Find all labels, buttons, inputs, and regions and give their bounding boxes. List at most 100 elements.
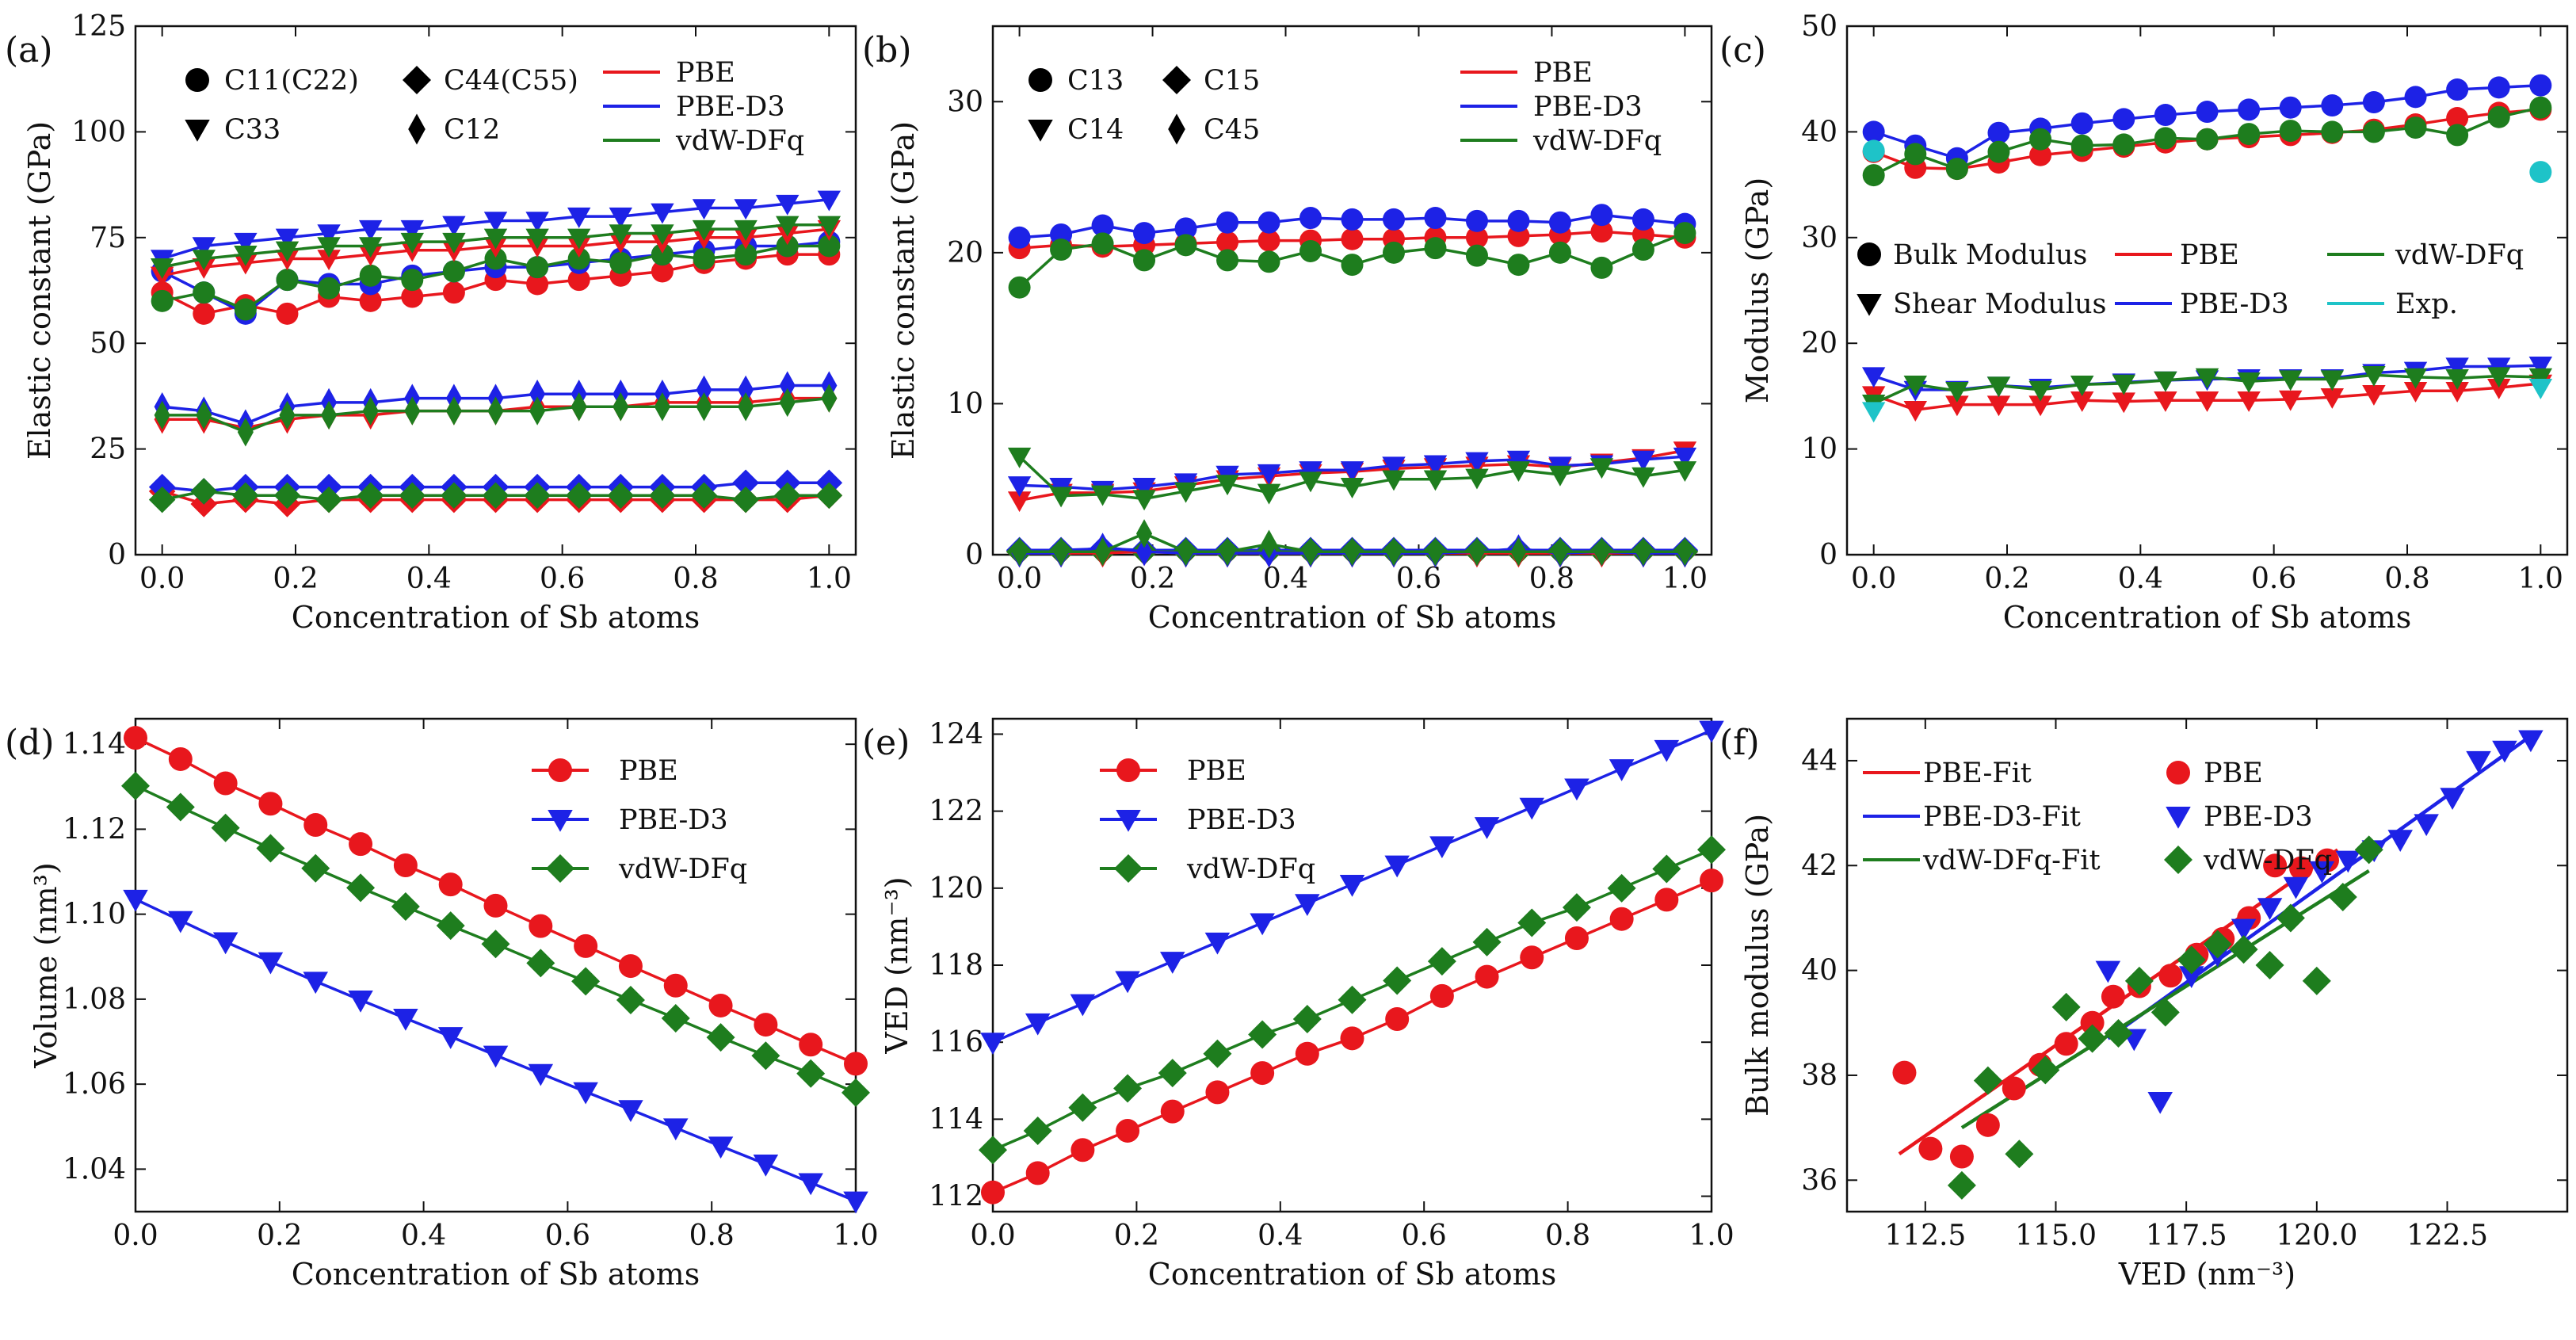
x-tick-label: 0.2 xyxy=(1114,1220,1159,1252)
data-point xyxy=(348,990,373,1013)
legend-label: PBE-D3-Fit xyxy=(1923,801,2081,833)
y-tick-label: 36 xyxy=(1801,1164,1838,1197)
data-point xyxy=(1427,536,1444,567)
panel-c: 0.0 0.2 0.4 0.6 0.8 1.0 0 10 20 30 40 50 Concentrati… xyxy=(1719,10,2569,635)
data-point xyxy=(1050,239,1073,262)
data-point xyxy=(166,792,195,822)
data-point xyxy=(981,1180,1005,1204)
data-point xyxy=(821,384,838,413)
data-point xyxy=(2487,367,2511,388)
data-point xyxy=(799,1033,823,1057)
data-point xyxy=(1424,237,1447,260)
data-point xyxy=(2289,856,2314,880)
x-tick-label: 0.0 xyxy=(970,1220,1015,1252)
data-point xyxy=(1520,945,1544,970)
data-point xyxy=(211,813,240,842)
data-point xyxy=(690,482,718,510)
data-point xyxy=(1177,536,1194,567)
data-point xyxy=(318,277,341,300)
data-point xyxy=(2309,861,2335,884)
y-axis-title: Bulk modulus (GPa) xyxy=(1740,814,1775,1117)
data-point xyxy=(2238,98,2261,121)
data-point xyxy=(258,952,284,975)
experimental-points xyxy=(1861,139,2553,423)
data-point xyxy=(237,418,254,447)
data-point xyxy=(2237,391,2261,412)
x-tick-label: 1.0 xyxy=(807,563,852,595)
data-point xyxy=(487,396,504,426)
data-point xyxy=(1007,447,1032,468)
data-point xyxy=(525,228,549,250)
exp-point xyxy=(1862,139,1885,162)
data-point xyxy=(651,224,674,246)
data-point xyxy=(1564,778,1589,801)
y-tick-label: 50 xyxy=(90,327,126,360)
data-point xyxy=(1987,121,2010,144)
data-point xyxy=(1070,994,1096,1017)
data-point xyxy=(693,247,716,270)
data-point xyxy=(616,985,645,1014)
data-point xyxy=(1382,456,1406,478)
data-point xyxy=(1091,232,1114,255)
plot-frame xyxy=(1845,25,2569,556)
data-point xyxy=(1892,1060,1917,1085)
legend-marker xyxy=(1168,113,1185,145)
data-point xyxy=(1007,491,1032,513)
legend-marker xyxy=(1116,810,1141,832)
data-point xyxy=(1986,376,2011,398)
data-point xyxy=(317,224,341,246)
legend-label: vdW-DFq xyxy=(1186,853,1315,885)
data-point xyxy=(1115,971,1140,994)
data-point xyxy=(2112,133,2135,156)
x-tick-label: 0.6 xyxy=(1402,1220,1447,1252)
x-tick-label: 0.2 xyxy=(257,1220,302,1252)
data-point xyxy=(1008,226,1031,249)
data-point xyxy=(651,260,674,283)
data-point xyxy=(151,289,174,312)
data-point xyxy=(2101,984,2125,1009)
data-point xyxy=(275,241,300,262)
data-point xyxy=(1465,468,1489,490)
data-point xyxy=(317,250,341,271)
legend-marker xyxy=(1114,854,1143,883)
series-c12-vdw-dfq xyxy=(154,384,838,447)
x-axis-title: Concentration of Sb atoms xyxy=(1148,600,1556,635)
data-point xyxy=(192,237,216,258)
data-point xyxy=(609,207,633,228)
data-point xyxy=(1384,855,1410,878)
data-point xyxy=(1507,209,1530,232)
data-point xyxy=(2387,830,2413,852)
data-point xyxy=(1385,1007,1410,1032)
x-tick-label: 0.0 xyxy=(997,563,1042,595)
data-point xyxy=(1548,465,1572,487)
data-point xyxy=(482,482,509,510)
x-axis-title: Concentration of Sb atoms xyxy=(2003,600,2411,635)
data-point xyxy=(2203,930,2232,959)
legend-marker xyxy=(1116,758,1140,782)
data-point xyxy=(1465,452,1489,473)
data-point xyxy=(1517,908,1547,937)
data-point xyxy=(2095,960,2121,983)
x-tick-label: 1.0 xyxy=(2518,563,2563,595)
y-tick-label: 122 xyxy=(929,796,983,828)
data-point xyxy=(1216,211,1239,234)
data-point xyxy=(2529,74,2552,97)
data-point xyxy=(1986,395,2011,417)
data-point xyxy=(2238,123,2261,146)
data-point xyxy=(1158,1059,1187,1088)
data-point xyxy=(2362,385,2386,406)
y-tick-label: 10 xyxy=(1801,433,1838,466)
x-tick-label: 0.2 xyxy=(273,563,318,595)
x-tick-label: 115.0 xyxy=(2015,1220,2097,1252)
data-point xyxy=(1174,482,1198,503)
data-point xyxy=(1429,836,1455,859)
data-point xyxy=(2154,104,2177,127)
data-point xyxy=(2320,370,2345,391)
data-point xyxy=(168,746,193,771)
data-point xyxy=(1299,207,1322,230)
data-point xyxy=(438,872,463,897)
y-tick-label: 20 xyxy=(1801,327,1838,360)
data-point xyxy=(1699,720,1724,743)
data-point xyxy=(1590,256,1613,279)
